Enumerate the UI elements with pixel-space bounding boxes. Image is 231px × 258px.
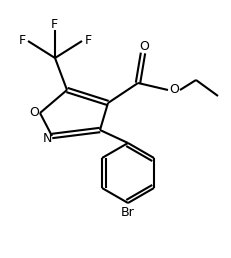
Text: O: O bbox=[29, 106, 39, 118]
Text: O: O bbox=[138, 39, 148, 52]
Text: N: N bbox=[42, 132, 52, 144]
Text: O: O bbox=[168, 83, 178, 95]
Text: Br: Br bbox=[121, 206, 134, 219]
Text: F: F bbox=[18, 34, 25, 46]
Text: F: F bbox=[84, 34, 91, 46]
Text: F: F bbox=[50, 18, 57, 30]
